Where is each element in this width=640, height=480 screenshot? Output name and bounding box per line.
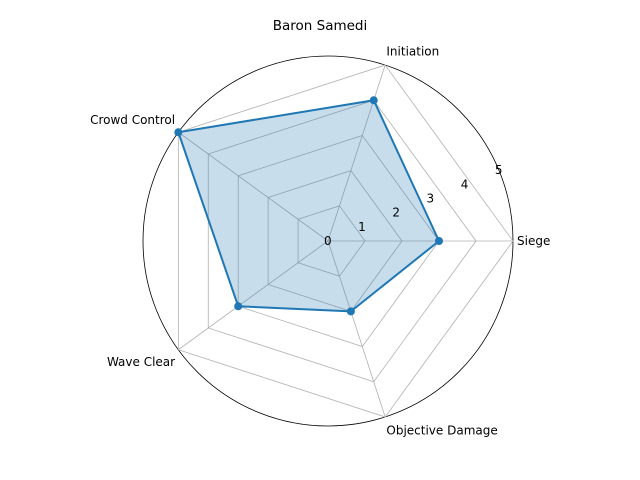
data-point-5	[346, 307, 355, 316]
axis-label: Crowd Control	[90, 113, 175, 127]
r-tick-label: 2	[392, 206, 400, 220]
series-layer	[174, 96, 443, 316]
grid-ring-4	[207, 99, 477, 383]
axis-label: Siege	[517, 234, 550, 248]
r-tick-label: 0	[324, 234, 332, 248]
grid-spoke-3	[178, 131, 329, 242]
axis-label: Objective Damage	[386, 424, 497, 438]
r-tick-label: 5	[495, 163, 503, 177]
chart-title: Baron Samedi	[273, 18, 368, 34]
label-layer: 0 1 2 3 4 5 Siege Initiation Crowd Control Wave C…	[90, 44, 550, 437]
data-point-4	[234, 302, 243, 311]
grid-ring-5	[177, 64, 514, 418]
r-tick-label: 3	[427, 192, 435, 206]
axis-label: Wave Clear	[107, 355, 175, 369]
grid-spoke-4	[178, 240, 329, 351]
grid-spoke-5	[327, 240, 386, 418]
data-point-3	[174, 128, 183, 137]
series-area	[178, 100, 440, 312]
series-line	[177, 99, 440, 313]
data-point-2	[369, 96, 378, 105]
data-point-1	[435, 237, 443, 245]
axis-label: Initiation	[386, 44, 439, 58]
grid-layer	[142, 55, 514, 427]
grid-ring-3	[237, 134, 440, 348]
grid-spoke-2	[327, 64, 386, 242]
grid-ring-2	[267, 170, 403, 312]
r-tick-label: 1	[358, 220, 366, 234]
r-tick-label: 4	[461, 177, 469, 191]
grid-ring-1	[297, 205, 366, 277]
